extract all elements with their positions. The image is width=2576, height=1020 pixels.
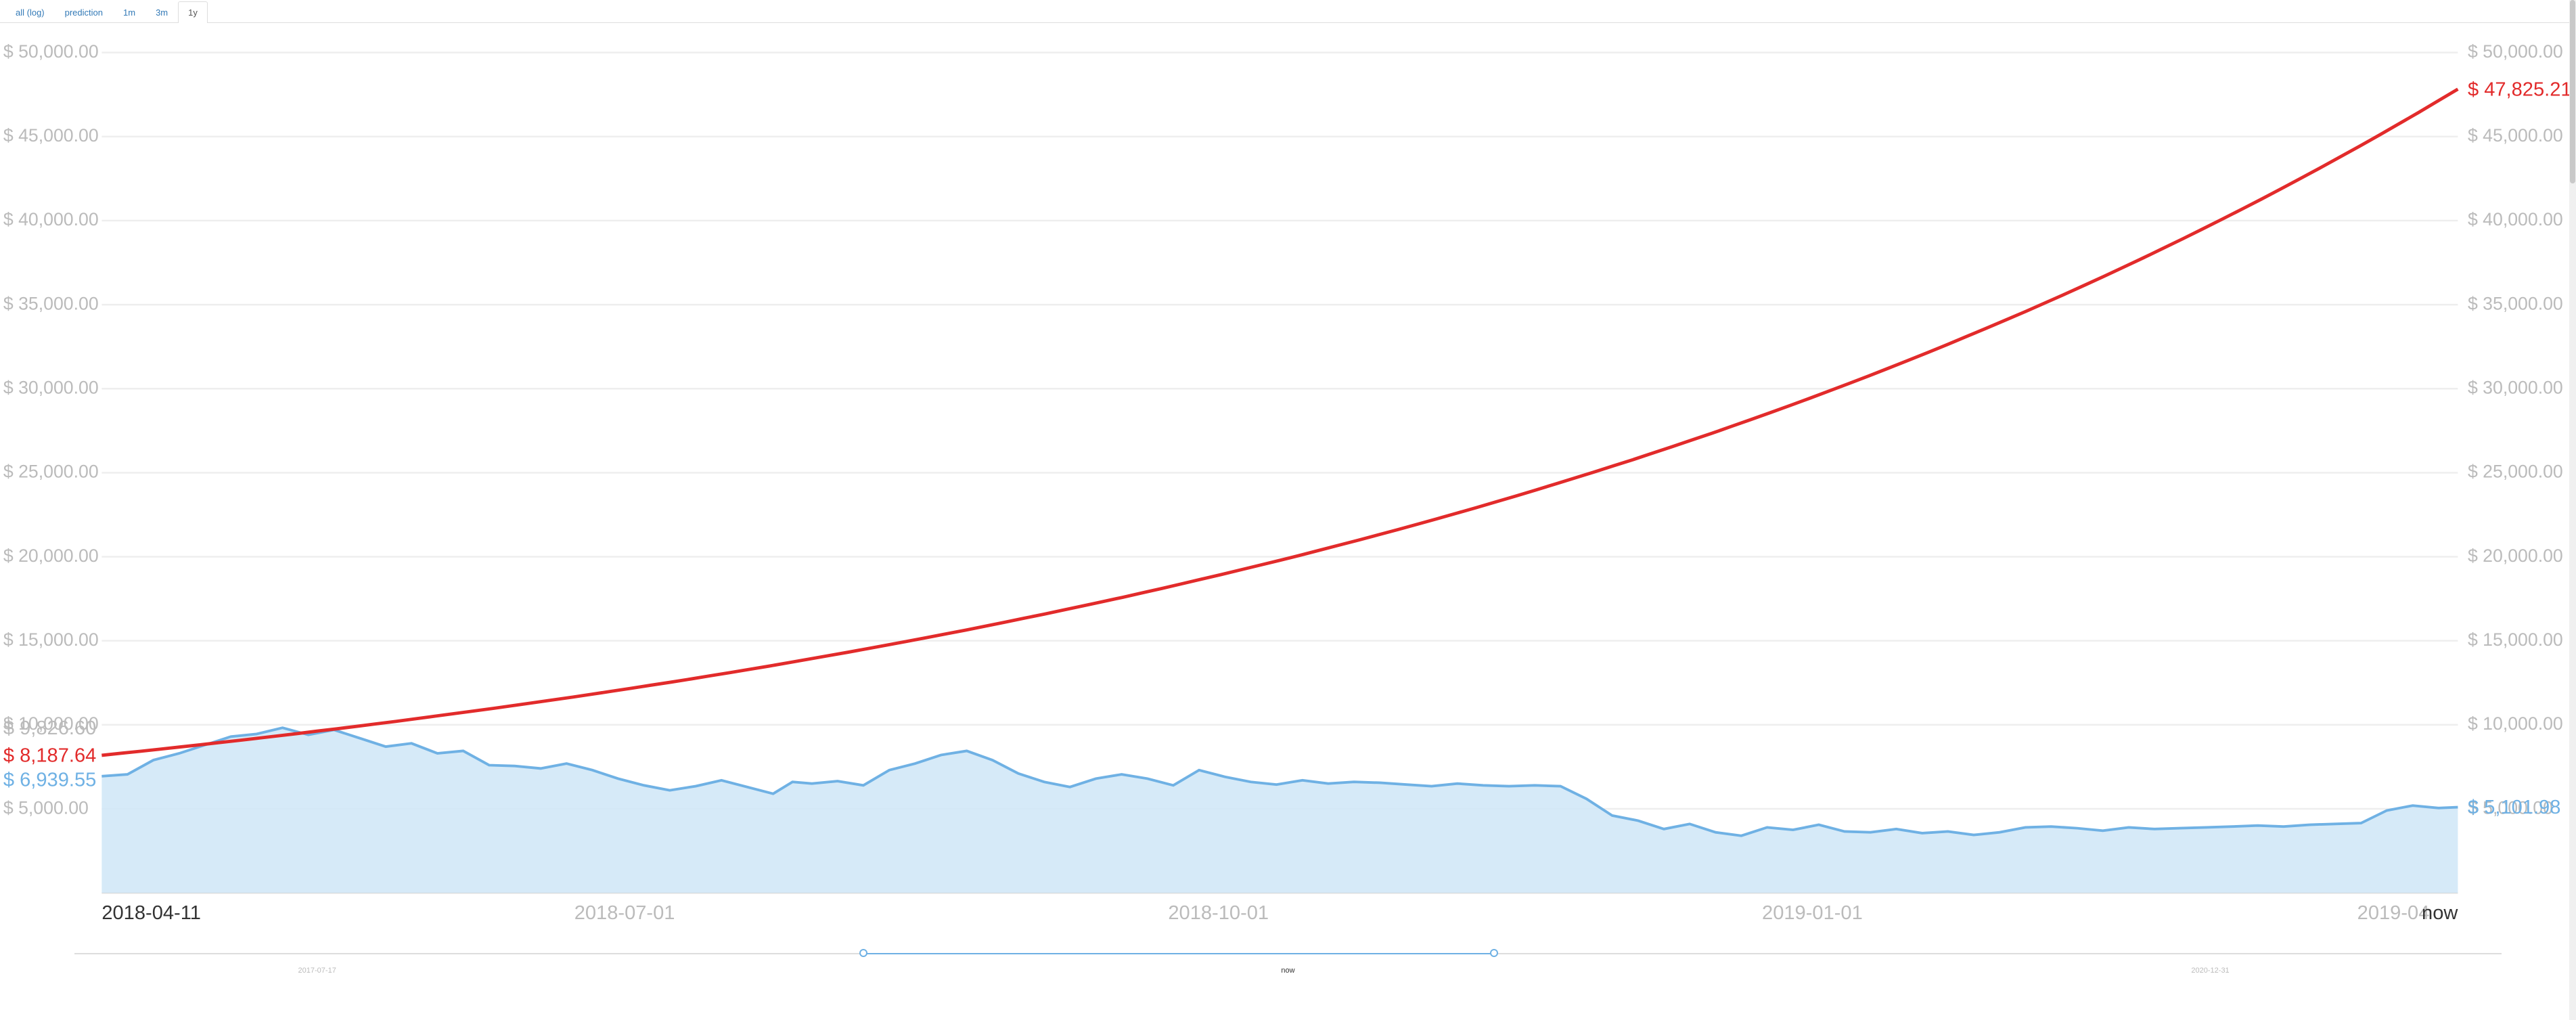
x-tick-label: now (2422, 902, 2458, 924)
x-tick-label: 2019-04 (2357, 902, 2430, 924)
tab-3m[interactable]: 3m (145, 1, 178, 23)
svg-text:$ 5,000.00: $ 5,000.00 (3, 797, 89, 818)
svg-text:$ 20,000.00: $ 20,000.00 (3, 546, 99, 566)
svg-text:$ 15,000.00: $ 15,000.00 (3, 629, 99, 650)
x-tick-label: 2018-04-11 (101, 902, 201, 924)
overview-handle-end[interactable] (1490, 949, 1498, 957)
tab-1m[interactable]: 1m (113, 1, 145, 23)
svg-text:$ 25,000.00: $ 25,000.00 (2468, 462, 2563, 482)
start-label-prediction: $ 8,187.64 (3, 745, 96, 767)
x-tick-label: 2018-07-01 (574, 902, 675, 924)
svg-text:$ 10,000.00: $ 10,000.00 (2468, 713, 2563, 734)
svg-text:$ 35,000.00: $ 35,000.00 (3, 293, 99, 313)
overview-label-now: now (1281, 967, 1294, 975)
tab-prediction[interactable]: prediction (55, 1, 113, 23)
svg-text:$ 50,000.00: $ 50,000.00 (3, 41, 99, 62)
start-label-extra: $ 9,826.60 (3, 717, 96, 739)
page-scrollbar[interactable] (2569, 0, 2576, 1020)
svg-text:$ 45,000.00: $ 45,000.00 (2468, 125, 2563, 146)
svg-text:$ 45,000.00: $ 45,000.00 (3, 125, 99, 146)
time-overview-brush[interactable] (74, 946, 2502, 965)
start-label-price: $ 6,939.55 (3, 769, 96, 791)
svg-text:$ 15,000.00: $ 15,000.00 (2468, 629, 2563, 650)
price-chart: $ 5,000.00$ 5,000.00$ 10,000.00$ 10,000.… (0, 23, 2576, 942)
tab-all-log[interactable]: all (log) (5, 1, 55, 23)
svg-text:$ 30,000.00: $ 30,000.00 (2468, 378, 2563, 398)
svg-text:$ 20,000.00: $ 20,000.00 (2468, 546, 2563, 566)
overview-handle-start[interactable] (859, 949, 867, 957)
overview-label-end: 2020-12-31 (2191, 967, 2229, 975)
x-tick-label: 2019-01-01 (1762, 902, 1863, 924)
overview-labels: 2017-07-17 now 2020-12-31 (74, 965, 2502, 976)
overview-label-start: 2017-07-17 (298, 967, 336, 975)
tab-1y[interactable]: 1y (178, 1, 208, 23)
end-label-price: $ 5,101.98 (2468, 797, 2560, 818)
x-tick-label: 2018-10-01 (1168, 902, 1269, 924)
svg-text:$ 25,000.00: $ 25,000.00 (3, 462, 99, 482)
scrollbar-thumb[interactable] (2570, 0, 2575, 183)
overview-selection[interactable] (863, 953, 1495, 954)
time-range-tabs: all (log)prediction1m3m1y (0, 0, 2576, 23)
svg-text:$ 50,000.00: $ 50,000.00 (2468, 41, 2563, 62)
svg-text:$ 30,000.00: $ 30,000.00 (3, 378, 99, 398)
svg-text:$ 40,000.00: $ 40,000.00 (3, 209, 99, 229)
svg-text:$ 35,000.00: $ 35,000.00 (2468, 293, 2563, 313)
svg-text:$ 40,000.00: $ 40,000.00 (2468, 209, 2563, 229)
end-label-prediction: $ 47,825.21 (2468, 79, 2572, 100)
prediction-line (101, 89, 2458, 755)
